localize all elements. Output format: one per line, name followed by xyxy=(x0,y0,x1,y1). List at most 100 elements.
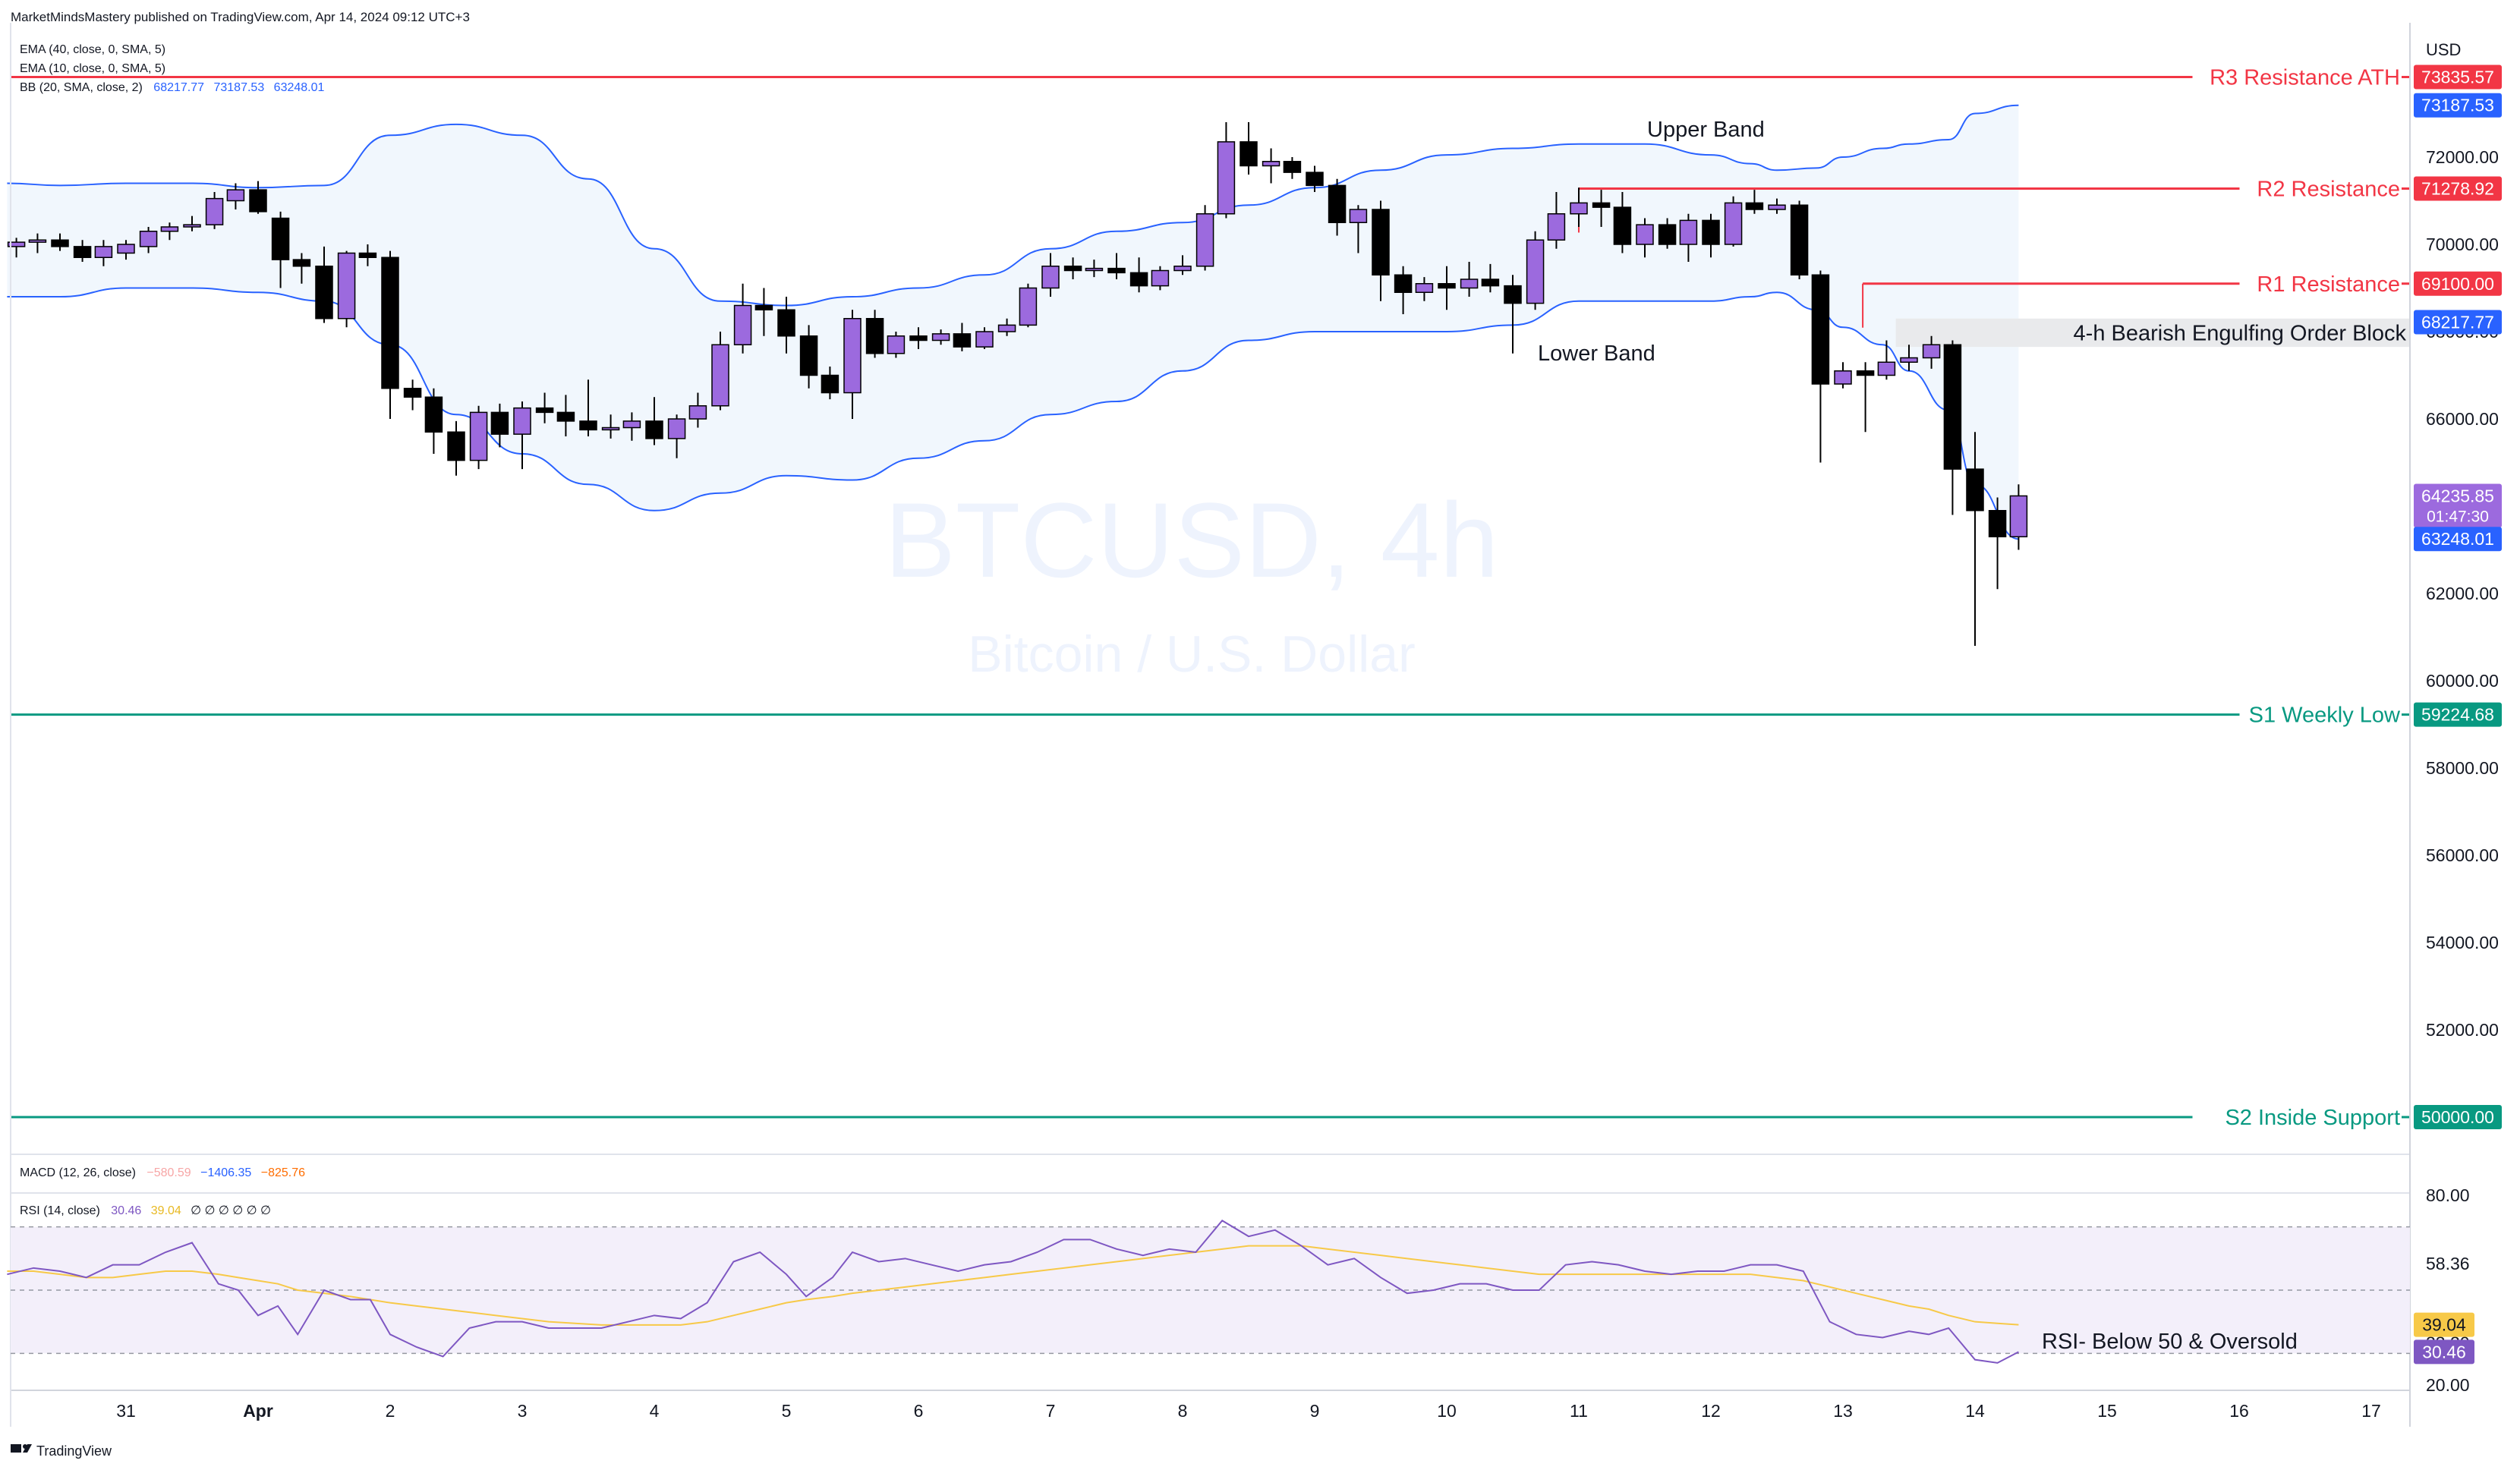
candle-body-90[interactable] xyxy=(1988,510,2007,537)
candle-body-41[interactable] xyxy=(909,335,928,342)
candle-body-23[interactable] xyxy=(513,407,531,435)
candle-body-91[interactable] xyxy=(2009,495,2028,537)
candle-body-81[interactable] xyxy=(1790,204,1809,275)
candle-body-87[interactable] xyxy=(1922,344,1941,359)
rsi-value-badge[interactable] xyxy=(2414,1339,2474,1365)
price-badge-5[interactable] xyxy=(2414,483,2502,528)
candle-body-52[interactable] xyxy=(1151,269,1170,287)
candle-body-82[interactable] xyxy=(1811,274,1830,385)
candle-body-45[interactable] xyxy=(997,324,1016,332)
candle-body-86[interactable] xyxy=(1900,357,1918,363)
candle-body-20[interactable] xyxy=(447,431,465,461)
candle-body-51[interactable] xyxy=(1129,272,1148,287)
candle-body-85[interactable] xyxy=(1877,361,1896,376)
candle-body-72[interactable] xyxy=(1592,202,1611,208)
candle-body-27[interactable] xyxy=(601,427,620,431)
candle-body-18[interactable] xyxy=(403,388,422,398)
candle-body-54[interactable] xyxy=(1195,213,1214,267)
candle-body-55[interactable] xyxy=(1217,141,1236,215)
candle-body-50[interactable] xyxy=(1107,267,1126,274)
candle-body-59[interactable] xyxy=(1306,172,1324,187)
candle-body-47[interactable] xyxy=(1041,266,1060,289)
candle-body-74[interactable] xyxy=(1636,224,1654,245)
price-badge-6[interactable] xyxy=(2414,527,2502,552)
candle-body-56[interactable] xyxy=(1240,141,1258,167)
candle-body-8[interactable] xyxy=(183,224,201,228)
candle-body-39[interactable] xyxy=(865,318,884,354)
candle-body-9[interactable] xyxy=(205,197,224,225)
candle-body-34[interactable] xyxy=(754,304,773,310)
candle-body-73[interactable] xyxy=(1613,206,1632,245)
order-block-zone[interactable] xyxy=(1895,318,2410,348)
candle-body-14[interactable] xyxy=(315,266,333,319)
candle-body-46[interactable] xyxy=(1019,287,1038,326)
candle-body-78[interactable] xyxy=(1724,202,1743,245)
candle-body-36[interactable] xyxy=(799,335,818,376)
candle-body-77[interactable] xyxy=(1702,219,1720,245)
indicator-bb[interactable]: BB (20, SMA, close, 2) 68217.77 73187.53… xyxy=(20,81,325,94)
candle-body-11[interactable] xyxy=(249,189,267,212)
candle-body-30[interactable] xyxy=(667,418,686,439)
price-badge-0[interactable] xyxy=(2414,65,2502,90)
candle-body-66[interactable] xyxy=(1460,279,1479,289)
candle-body-25[interactable] xyxy=(556,411,575,422)
candle-body-42[interactable] xyxy=(931,333,950,342)
candle-body-57[interactable] xyxy=(1262,161,1280,167)
candle-body-1[interactable] xyxy=(28,239,47,243)
price-badge-4[interactable] xyxy=(2414,310,2502,335)
candle-body-2[interactable] xyxy=(51,239,69,247)
candle-body-38[interactable] xyxy=(843,318,862,394)
candle-body-62[interactable] xyxy=(1372,209,1390,275)
candle-body-68[interactable] xyxy=(1504,285,1522,304)
candle-body-28[interactable] xyxy=(622,420,641,429)
candle-body-61[interactable] xyxy=(1349,209,1368,223)
price-badge-8[interactable] xyxy=(2414,1105,2502,1129)
candle-body-7[interactable] xyxy=(160,226,179,232)
time-axis[interactable]: 31 Apr 2 3 4 5 6 7 8 9 10 11 12 13 14 15 16 17 xyxy=(116,1401,2381,1421)
candle-body-60[interactable] xyxy=(1328,184,1347,223)
candle-body-3[interactable] xyxy=(73,246,92,258)
candle-body-48[interactable] xyxy=(1063,266,1082,272)
candle-body-71[interactable] xyxy=(1570,202,1588,215)
candle-body-26[interactable] xyxy=(579,420,597,431)
indicator-ema40[interactable]: EMA (40, close, 0, SMA, 5) xyxy=(20,43,165,56)
candle-body-0[interactable] xyxy=(7,241,26,247)
price-badge-1[interactable] xyxy=(2414,93,2502,118)
candle-body-16[interactable] xyxy=(358,252,377,258)
candle-body-65[interactable] xyxy=(1438,283,1456,289)
candle-body-79[interactable] xyxy=(1745,202,1764,210)
candle-body-29[interactable] xyxy=(645,420,663,439)
price-badge-7[interactable] xyxy=(2414,702,2502,727)
candle-body-33[interactable] xyxy=(733,304,752,345)
candle-body-12[interactable] xyxy=(271,217,290,260)
candle-body-64[interactable] xyxy=(1415,283,1434,293)
candle-body-17[interactable] xyxy=(381,257,399,389)
candle-body-40[interactable] xyxy=(887,335,906,354)
candle-body-88[interactable] xyxy=(1943,344,1962,470)
candle-body-44[interactable] xyxy=(975,331,994,348)
candle-body-24[interactable] xyxy=(535,407,554,414)
candle-body-37[interactable] xyxy=(821,374,839,394)
candle-body-63[interactable] xyxy=(1394,274,1413,293)
price-axis[interactable]: 72000.0070000.0068000.0066000.0064000.00… xyxy=(2414,65,2502,1395)
candle-body-84[interactable] xyxy=(1856,370,1875,376)
candle-body-67[interactable] xyxy=(1481,279,1500,287)
indicator-rsi[interactable]: RSI (14, close) 30.46 39.04 ∅ ∅ ∅ ∅ ∅ ∅ xyxy=(20,1204,271,1217)
candle-body-53[interactable] xyxy=(1173,266,1192,272)
price-badge-2[interactable] xyxy=(2414,176,2502,201)
candle-body-4[interactable] xyxy=(94,246,113,258)
candle-body-32[interactable] xyxy=(711,344,729,407)
candle-body-49[interactable] xyxy=(1085,267,1104,272)
candle-body-10[interactable] xyxy=(226,189,245,202)
rsi-ma-badge[interactable] xyxy=(2414,1312,2474,1337)
candle-body-13[interactable] xyxy=(292,259,311,267)
candle-body-70[interactable] xyxy=(1547,213,1566,241)
candle-body-76[interactable] xyxy=(1679,219,1698,245)
candle-body-15[interactable] xyxy=(337,252,356,319)
candle-body-35[interactable] xyxy=(777,309,795,337)
indicator-ema10[interactable]: EMA (10, close, 0, SMA, 5) xyxy=(20,62,165,75)
candle-body-22[interactable] xyxy=(490,411,509,435)
candle-body-19[interactable] xyxy=(424,396,443,433)
candle-body-6[interactable] xyxy=(139,231,158,247)
price-badge-3[interactable] xyxy=(2414,271,2502,296)
